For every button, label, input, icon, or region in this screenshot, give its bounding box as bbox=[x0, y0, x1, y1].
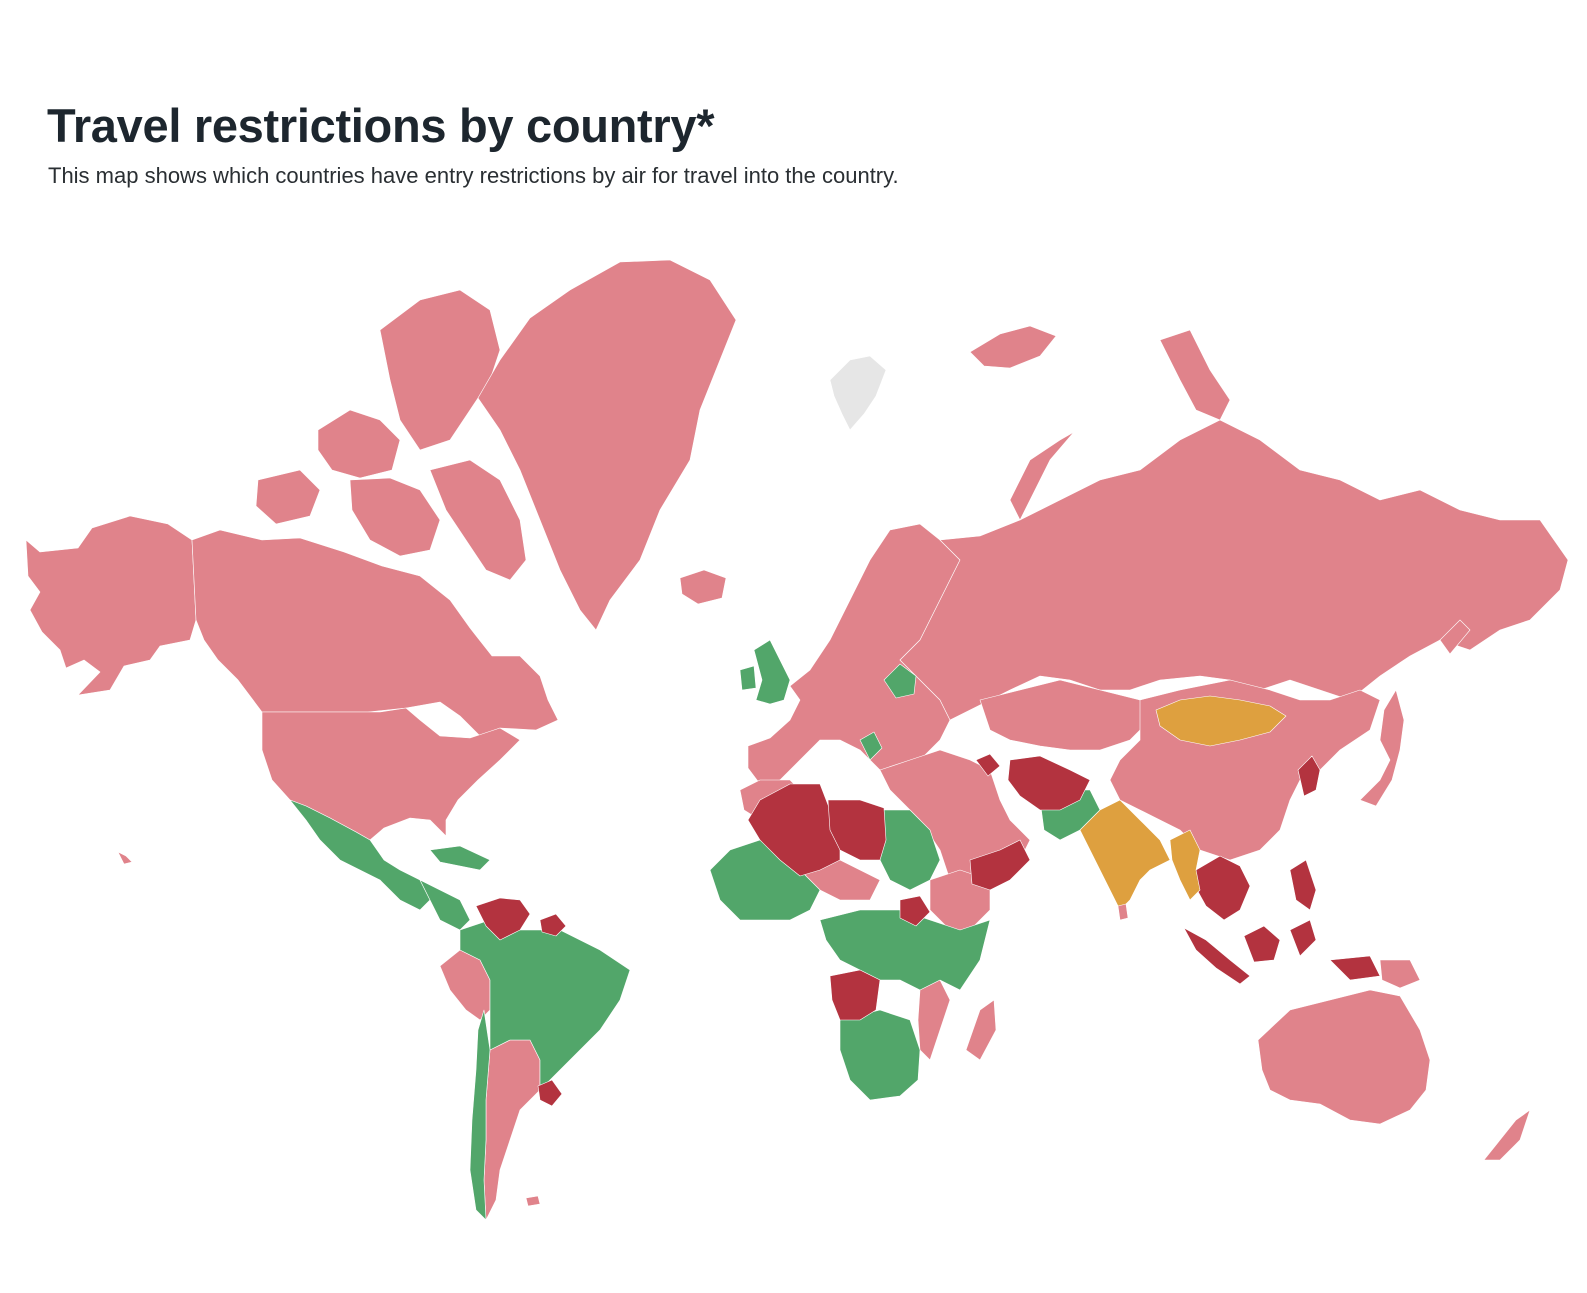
region-kazakhstan[interactable] bbox=[979, 679, 1151, 751]
region-arctic-islands-3[interactable] bbox=[379, 289, 501, 451]
region-madagascar[interactable] bbox=[965, 999, 997, 1061]
island-hawaii[interactable] bbox=[117, 851, 133, 865]
region-belarus[interactable] bbox=[883, 663, 917, 699]
region-africa-green-south[interactable] bbox=[839, 1009, 921, 1101]
region-angola[interactable] bbox=[829, 969, 881, 1021]
region-korea[interactable] bbox=[1297, 755, 1321, 797]
region-alaska[interactable] bbox=[25, 515, 197, 696]
region-africa-green-north[interactable] bbox=[879, 809, 941, 891]
region-algeria-mali[interactable] bbox=[747, 783, 841, 877]
region-arctic-islands-2[interactable] bbox=[317, 409, 401, 479]
region-baffin[interactable] bbox=[429, 459, 527, 581]
grey-regions bbox=[829, 355, 887, 431]
region-southeast-africa-pink[interactable] bbox=[917, 979, 951, 1061]
region-russia[interactable] bbox=[899, 419, 1569, 721]
region-uruguay[interactable] bbox=[537, 1079, 563, 1107]
map-header: Travel restrictions by country* This map… bbox=[47, 96, 1347, 190]
region-png[interactable] bbox=[1379, 959, 1421, 989]
region-indonesia-2[interactable] bbox=[1243, 925, 1281, 963]
small-islands bbox=[117, 619, 1471, 1207]
pink-regions bbox=[25, 259, 1569, 1221]
region-novaya-zemlya[interactable] bbox=[1009, 431, 1075, 521]
region-ireland[interactable] bbox=[739, 665, 757, 691]
region-arctic-islands-1[interactable] bbox=[255, 469, 321, 525]
map-title: Travel restrictions by country* bbox=[47, 99, 715, 152]
region-japan[interactable] bbox=[1359, 689, 1405, 807]
red-regions bbox=[475, 753, 1381, 1107]
region-myanmar[interactable] bbox=[1169, 829, 1201, 901]
island-falklands[interactable] bbox=[525, 1195, 541, 1207]
region-chile[interactable] bbox=[469, 1009, 491, 1221]
island-sri-lanka[interactable] bbox=[1117, 903, 1129, 921]
region-uk[interactable] bbox=[753, 639, 791, 705]
region-europe[interactable] bbox=[747, 523, 961, 785]
region-suriname[interactable] bbox=[539, 913, 567, 937]
region-indonesia-1[interactable] bbox=[1183, 927, 1251, 985]
region-venezuela[interactable] bbox=[475, 897, 531, 941]
region-philippines[interactable] bbox=[1289, 859, 1317, 911]
region-balkans-green[interactable] bbox=[859, 731, 883, 761]
region-new-zealand[interactable] bbox=[1483, 1109, 1531, 1161]
region-india[interactable] bbox=[1079, 799, 1171, 911]
region-caucasus[interactable] bbox=[975, 753, 1001, 777]
world-map bbox=[0, 240, 1587, 1240]
region-iran-afghanistan[interactable] bbox=[1007, 755, 1091, 811]
region-iceland[interactable] bbox=[679, 569, 727, 605]
region-greenland[interactable] bbox=[477, 259, 737, 631]
region-indonesia-3[interactable] bbox=[1289, 919, 1317, 957]
island-kuril[interactable] bbox=[1439, 619, 1471, 655]
region-southeast-asia[interactable] bbox=[1195, 855, 1251, 921]
region-caribbean-green[interactable] bbox=[429, 845, 491, 871]
region-svalbard[interactable] bbox=[829, 355, 887, 431]
region-central-america[interactable] bbox=[419, 879, 471, 931]
region-indonesia-4[interactable] bbox=[1329, 955, 1381, 981]
region-south-america-green[interactable] bbox=[459, 919, 631, 1091]
region-libya[interactable] bbox=[827, 799, 887, 861]
region-argentina[interactable] bbox=[483, 1039, 541, 1221]
region-south-sudan[interactable] bbox=[899, 895, 931, 927]
region-arctic-islands-4[interactable] bbox=[349, 477, 441, 557]
region-franz-josef[interactable] bbox=[969, 325, 1057, 369]
region-australia[interactable] bbox=[1257, 989, 1431, 1125]
region-yemen-oman[interactable] bbox=[969, 839, 1031, 891]
map-subtitle: This map shows which countries have entr… bbox=[48, 163, 899, 188]
orange-regions bbox=[1079, 695, 1287, 911]
region-mongolia[interactable] bbox=[1155, 695, 1287, 747]
region-north-islands[interactable] bbox=[1159, 329, 1231, 421]
region-canada[interactable] bbox=[191, 529, 559, 737]
